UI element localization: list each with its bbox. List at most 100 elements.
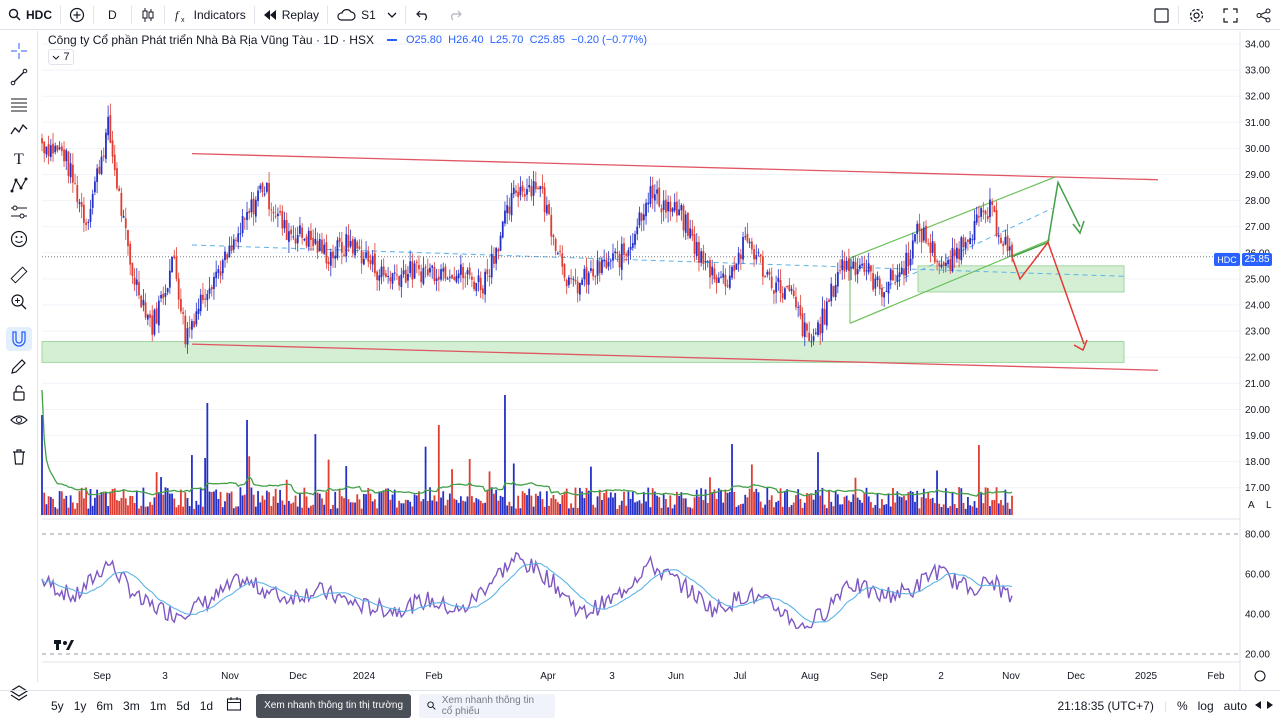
volume-bar [951,492,954,515]
expand-button[interactable] [1214,0,1247,30]
candle-body [336,240,339,259]
candle-body [938,263,941,267]
compare-button[interactable] [61,0,93,30]
scroll-left-button[interactable] [1252,699,1264,713]
volume-bar [124,498,127,515]
collapse-indicators-button[interactable]: 7 [48,49,74,65]
candle-body [623,243,625,255]
search-icon [427,701,436,710]
replay-label: Replay [281,7,320,22]
volume-bar [418,491,420,515]
replay-button[interactable]: Replay [255,0,327,30]
clock[interactable]: 21:18:35 (UTC+7) [1057,699,1154,713]
goto-date-button[interactable] [218,696,250,715]
crosshair-tool[interactable] [6,39,32,63]
candle-body [89,208,92,222]
candle-body [526,189,528,195]
volume-bar [120,497,123,515]
share-button[interactable] [1247,0,1280,30]
volume-bar [49,496,52,515]
bullish-projection [1011,179,1081,258]
candle-body [100,156,103,174]
price-tick-label: 28.00 [1245,196,1270,207]
visibility-tool[interactable] [6,408,32,432]
candle-body [653,194,656,201]
auto-scale-button[interactable]: A [1248,500,1255,511]
text-tool[interactable]: T [6,146,32,170]
market-overview-button[interactable]: Xem nhanh thông tin thị trường [256,693,412,718]
zoom-tool[interactable] [6,290,32,314]
redo-button[interactable] [440,0,470,30]
candle-body [140,295,143,308]
candle-body [642,214,645,221]
volume-bar [614,492,617,515]
candle-body [455,275,458,283]
magnet-tool[interactable] [6,327,32,351]
prediction-tool[interactable] [6,173,32,197]
lock-drawings-tool[interactable] [6,354,32,378]
candle-body [570,278,572,280]
candle-body [843,260,846,272]
candle-body [131,262,134,276]
auto-toggle[interactable]: auto [1223,699,1247,713]
chart-type-button[interactable] [132,0,164,30]
price-tick-label: 29.00 [1245,170,1270,181]
candle-body [349,241,352,247]
log-toggle[interactable]: log [1197,699,1214,713]
cloud-layout-button[interactable]: S1 [328,0,405,30]
candle-body [898,272,901,278]
range-1y[interactable]: 1y [73,698,87,713]
chevron-down-icon [387,12,397,18]
candle-body [620,243,623,270]
range-1m[interactable]: 1m [149,698,167,713]
fib-tool[interactable] [6,92,32,116]
chart-canvas[interactable]: 34.00 33.00 32.00 31.00 30.00 29.00 28.00 27.00… [0,0,1280,690]
range-6m[interactable]: 6m [96,698,114,713]
pattern-tool[interactable] [6,118,32,142]
ruler-tool[interactable] [6,263,32,287]
delete-tool[interactable] [6,445,32,469]
volume-bar [978,445,980,515]
candle-body [592,268,595,277]
symbol-search[interactable]: HDC [0,0,60,30]
candle-body [213,276,215,289]
trendline-tool[interactable] [6,65,32,89]
scroll-right-button[interactable] [1264,699,1280,713]
candle-body [870,265,872,272]
volume-bar [881,499,883,515]
time-tick-label: Aug [801,671,819,682]
volume-bar [111,489,114,515]
volume-bar [792,502,795,515]
candle-body [429,267,431,273]
range-5d[interactable]: 5d [176,698,190,713]
candle-body [1000,237,1002,244]
percent-toggle[interactable]: % [1176,699,1188,713]
candle-body [872,273,875,290]
candle-body [713,268,716,280]
legend-menu-icon[interactable] [386,35,398,45]
volume-bar [830,501,833,515]
fullscreen-layout-button[interactable] [1145,0,1178,30]
stock-overview-button[interactable]: Xem nhanh thông tin cổ phiếu [419,693,556,718]
candle-body [664,199,667,213]
volume-bar [878,508,881,515]
volume-bar [669,495,672,515]
interval-button[interactable]: D [94,0,131,30]
candle-body [435,278,438,281]
log-scale-button[interactable]: L [1266,500,1272,511]
settings-button[interactable] [1179,0,1214,30]
volume-bar [409,501,412,515]
layers-tool[interactable] [6,681,32,705]
undo-button[interactable] [406,0,440,30]
measure-tool[interactable] [6,200,32,224]
unlock-tool[interactable] [6,381,32,405]
candle-body [411,261,414,280]
range-5y[interactable]: 5y [51,698,64,713]
price-tick-label: 21.00 [1245,379,1270,390]
emoji-tool[interactable] [6,227,32,251]
rsi-pane [41,551,1013,630]
range-3m[interactable]: 3m [123,698,140,713]
range-1d[interactable]: 1d [199,698,214,713]
candle-body [482,288,484,294]
